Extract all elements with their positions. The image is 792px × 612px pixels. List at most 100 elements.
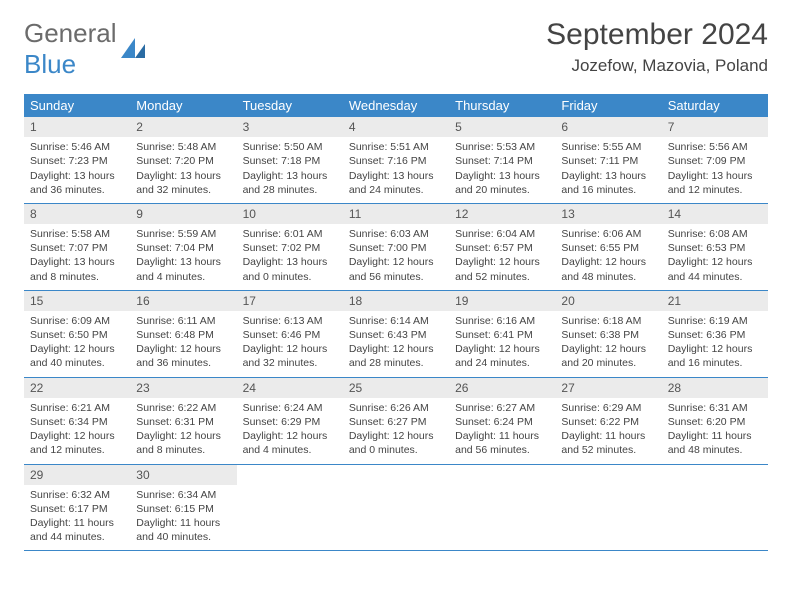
- day-number: 27: [555, 377, 661, 398]
- sunset-text: Sunset: 7:20 PM: [136, 154, 230, 168]
- day-number: [237, 464, 343, 485]
- day-cell: Sunrise: 6:06 AMSunset: 6:55 PMDaylight:…: [555, 224, 661, 290]
- sunrise-text: Sunrise: 6:13 AM: [243, 314, 337, 328]
- sunrise-text: Sunrise: 6:14 AM: [349, 314, 443, 328]
- sunset-text: Sunset: 6:34 PM: [30, 415, 124, 429]
- daylight-text: Daylight: 13 hours and 32 minutes.: [136, 169, 230, 197]
- day-number: 26: [449, 377, 555, 398]
- sunset-text: Sunset: 7:14 PM: [455, 154, 549, 168]
- sunrise-text: Sunrise: 5:55 AM: [561, 140, 655, 154]
- daylight-text: Daylight: 12 hours and 44 minutes.: [668, 255, 762, 283]
- sunset-text: Sunset: 7:09 PM: [668, 154, 762, 168]
- sunset-text: Sunset: 6:31 PM: [136, 415, 230, 429]
- sunrise-text: Sunrise: 5:50 AM: [243, 140, 337, 154]
- daylight-text: Daylight: 11 hours and 44 minutes.: [30, 516, 124, 544]
- sunset-text: Sunset: 6:36 PM: [668, 328, 762, 342]
- day-number: [449, 464, 555, 485]
- day-cell: Sunrise: 6:03 AMSunset: 7:00 PMDaylight:…: [343, 224, 449, 290]
- sunset-text: Sunset: 6:24 PM: [455, 415, 549, 429]
- day-number: 18: [343, 290, 449, 311]
- daylight-text: Daylight: 13 hours and 4 minutes.: [136, 255, 230, 283]
- logo-line2: Blue: [24, 49, 76, 79]
- day-number: 3: [237, 117, 343, 137]
- day-cell: Sunrise: 6:14 AMSunset: 6:43 PMDaylight:…: [343, 311, 449, 377]
- day-number: 7: [662, 117, 768, 137]
- day-header: Thursday: [449, 94, 555, 117]
- sunrise-text: Sunrise: 5:51 AM: [349, 140, 443, 154]
- daylight-text: Daylight: 11 hours and 52 minutes.: [561, 429, 655, 457]
- sunrise-text: Sunrise: 5:46 AM: [30, 140, 124, 154]
- sunset-text: Sunset: 7:11 PM: [561, 154, 655, 168]
- sunrise-text: Sunrise: 5:48 AM: [136, 140, 230, 154]
- daylight-text: Daylight: 12 hours and 52 minutes.: [455, 255, 549, 283]
- location: Jozefow, Mazovia, Poland: [546, 56, 768, 76]
- daylight-text: Daylight: 12 hours and 12 minutes.: [30, 429, 124, 457]
- day-cell: Sunrise: 6:24 AMSunset: 6:29 PMDaylight:…: [237, 398, 343, 464]
- day-header: Sunday: [24, 94, 130, 117]
- day-number: 28: [662, 377, 768, 398]
- daylight-text: Daylight: 12 hours and 8 minutes.: [136, 429, 230, 457]
- day-number: 8: [24, 203, 130, 224]
- daylight-text: Daylight: 11 hours and 48 minutes.: [668, 429, 762, 457]
- day-cell: [662, 485, 768, 551]
- sunrise-text: Sunrise: 6:31 AM: [668, 401, 762, 415]
- day-number: 9: [130, 203, 236, 224]
- daylight-text: Daylight: 13 hours and 8 minutes.: [30, 255, 124, 283]
- sunrise-text: Sunrise: 6:34 AM: [136, 488, 230, 502]
- daylight-text: Daylight: 12 hours and 16 minutes.: [668, 342, 762, 370]
- logo-text: General Blue: [24, 18, 117, 80]
- sunrise-text: Sunrise: 5:56 AM: [668, 140, 762, 154]
- logo-line1: General: [24, 18, 117, 48]
- day-cell: Sunrise: 5:50 AMSunset: 7:18 PMDaylight:…: [237, 137, 343, 203]
- daylight-text: Daylight: 13 hours and 36 minutes.: [30, 169, 124, 197]
- day-header: Friday: [555, 94, 661, 117]
- day-cell: Sunrise: 6:26 AMSunset: 6:27 PMDaylight:…: [343, 398, 449, 464]
- daylight-text: Daylight: 11 hours and 56 minutes.: [455, 429, 549, 457]
- sunrise-text: Sunrise: 6:03 AM: [349, 227, 443, 241]
- daylight-text: Daylight: 12 hours and 40 minutes.: [30, 342, 124, 370]
- daylight-text: Daylight: 12 hours and 0 minutes.: [349, 429, 443, 457]
- daylight-text: Daylight: 12 hours and 48 minutes.: [561, 255, 655, 283]
- title-block: September 2024 Jozefow, Mazovia, Poland: [546, 18, 768, 76]
- sunset-text: Sunset: 6:43 PM: [349, 328, 443, 342]
- daylight-text: Daylight: 13 hours and 28 minutes.: [243, 169, 337, 197]
- day-content-row: Sunrise: 5:46 AMSunset: 7:23 PMDaylight:…: [24, 137, 768, 203]
- day-number: 25: [343, 377, 449, 398]
- day-cell: [555, 485, 661, 551]
- day-number: 15: [24, 290, 130, 311]
- day-number: 16: [130, 290, 236, 311]
- day-cell: Sunrise: 5:59 AMSunset: 7:04 PMDaylight:…: [130, 224, 236, 290]
- day-header: Tuesday: [237, 94, 343, 117]
- day-cell: Sunrise: 6:32 AMSunset: 6:17 PMDaylight:…: [24, 485, 130, 551]
- day-number: [662, 464, 768, 485]
- day-number: [343, 464, 449, 485]
- sunset-text: Sunset: 6:55 PM: [561, 241, 655, 255]
- day-number: 2: [130, 117, 236, 137]
- daylight-text: Daylight: 12 hours and 36 minutes.: [136, 342, 230, 370]
- day-header: Monday: [130, 94, 236, 117]
- day-number: [555, 464, 661, 485]
- daylight-text: Daylight: 12 hours and 56 minutes.: [349, 255, 443, 283]
- daylight-text: Daylight: 13 hours and 20 minutes.: [455, 169, 549, 197]
- day-number: 4: [343, 117, 449, 137]
- header: General Blue September 2024 Jozefow, Maz…: [24, 18, 768, 80]
- daylight-text: Daylight: 12 hours and 28 minutes.: [349, 342, 443, 370]
- day-number: 14: [662, 203, 768, 224]
- sunset-text: Sunset: 6:53 PM: [668, 241, 762, 255]
- day-header: Saturday: [662, 94, 768, 117]
- day-cell: Sunrise: 6:27 AMSunset: 6:24 PMDaylight:…: [449, 398, 555, 464]
- sunrise-text: Sunrise: 6:26 AM: [349, 401, 443, 415]
- sunrise-text: Sunrise: 6:24 AM: [243, 401, 337, 415]
- sunrise-text: Sunrise: 6:32 AM: [30, 488, 124, 502]
- day-cell: Sunrise: 5:56 AMSunset: 7:09 PMDaylight:…: [662, 137, 768, 203]
- sunset-text: Sunset: 7:18 PM: [243, 154, 337, 168]
- day-number: 21: [662, 290, 768, 311]
- daylight-text: Daylight: 13 hours and 16 minutes.: [561, 169, 655, 197]
- day-number: 5: [449, 117, 555, 137]
- sunset-text: Sunset: 7:16 PM: [349, 154, 443, 168]
- day-content-row: Sunrise: 5:58 AMSunset: 7:07 PMDaylight:…: [24, 224, 768, 290]
- sunrise-text: Sunrise: 6:04 AM: [455, 227, 549, 241]
- day-cell: Sunrise: 6:09 AMSunset: 6:50 PMDaylight:…: [24, 311, 130, 377]
- sunset-text: Sunset: 7:02 PM: [243, 241, 337, 255]
- sunset-text: Sunset: 6:38 PM: [561, 328, 655, 342]
